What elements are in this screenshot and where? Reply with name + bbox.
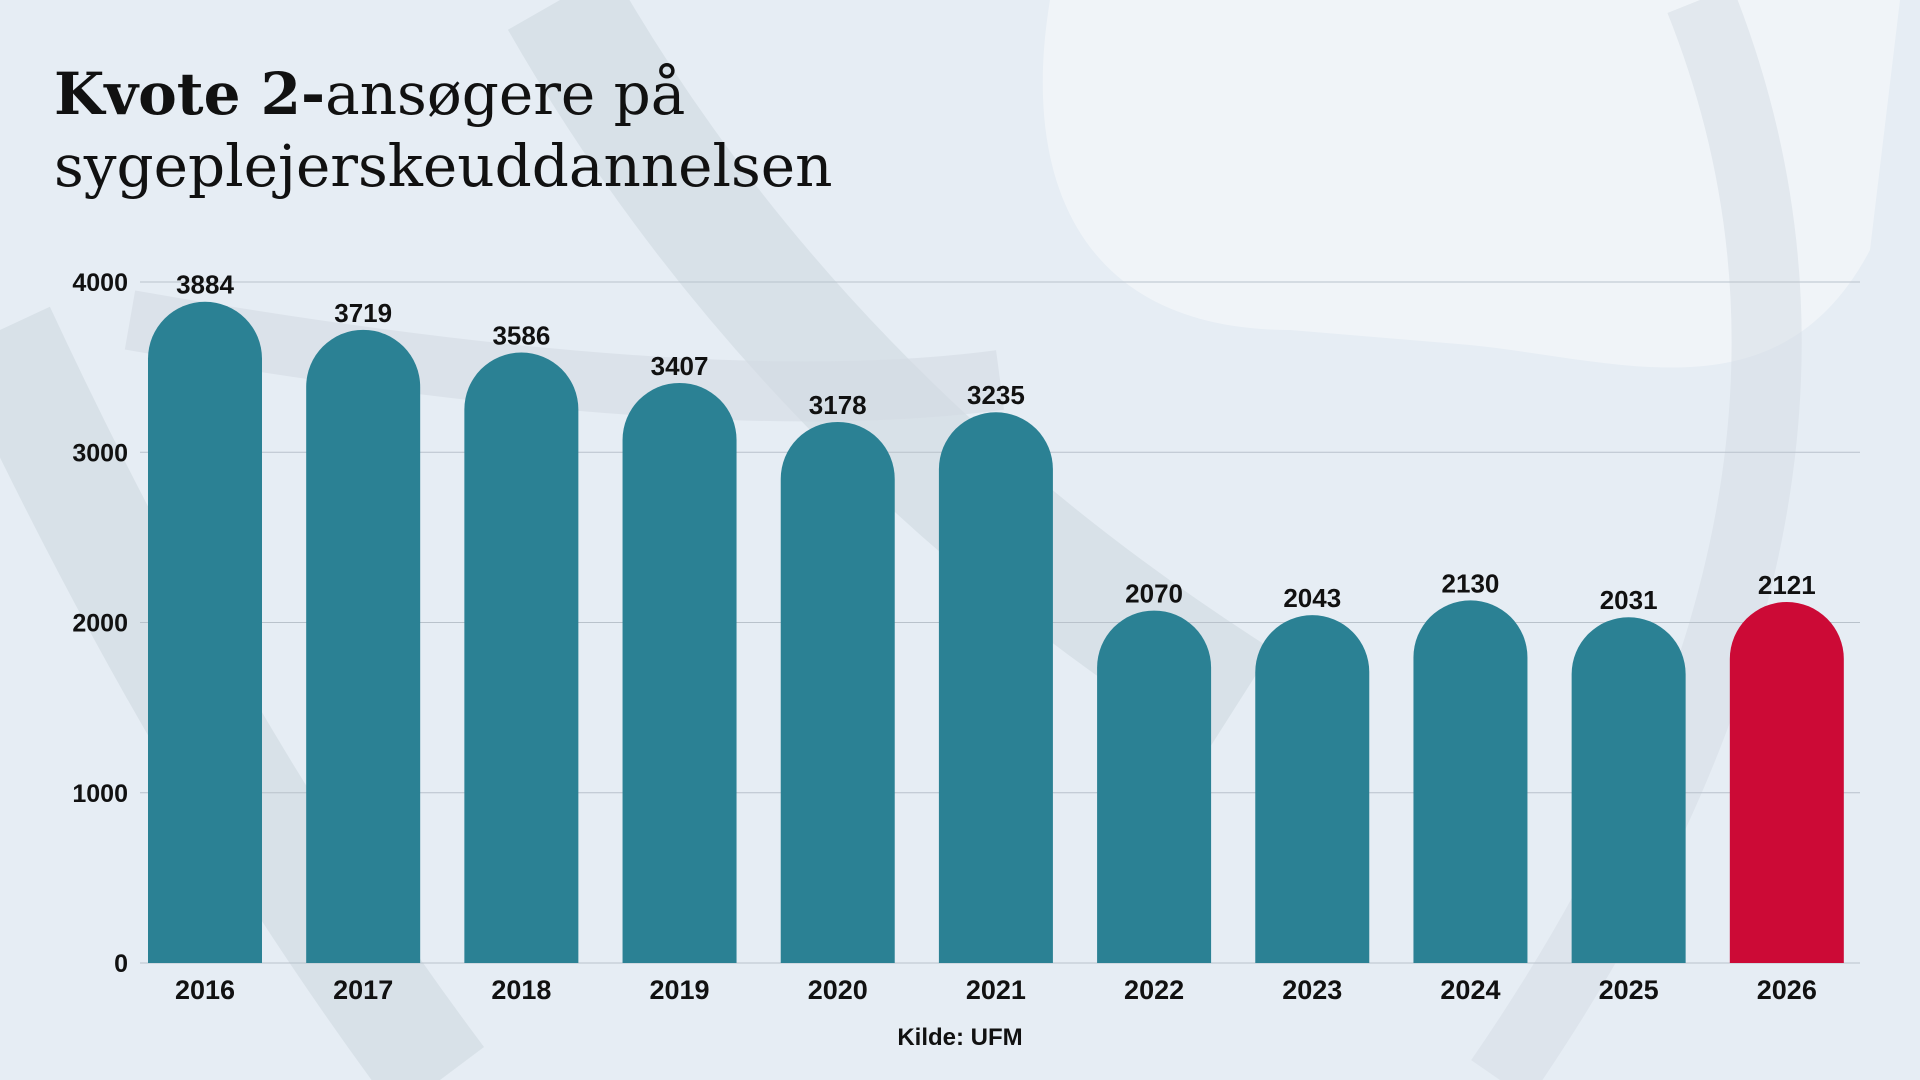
x-tick-label-2016: 2016 <box>175 975 235 1005</box>
bar-2024 <box>1413 600 1528 963</box>
data-label-2021: 3235 <box>967 380 1025 410</box>
x-tick-label-2017: 2017 <box>333 975 393 1005</box>
bar-2020 <box>780 421 895 963</box>
x-tick-label-2023: 2023 <box>1282 975 1342 1005</box>
y-tick-label-4000: 4000 <box>72 269 128 297</box>
bars: 3884 3719 3586 3407 3178 3235 2070 2043 2130 2031… <box>148 270 1844 964</box>
x-tick-label-2019: 2019 <box>650 975 710 1005</box>
y-tick-label-3000: 3000 <box>72 439 128 467</box>
y-tick-label-0: 0 <box>114 950 128 978</box>
data-label-2017: 3719 <box>334 298 392 328</box>
data-label-2020: 3178 <box>809 390 867 420</box>
bar-2018 <box>464 352 579 963</box>
data-label-2018: 3586 <box>492 320 550 350</box>
data-label-2022: 2070 <box>1125 579 1183 609</box>
x-tick-label-2018: 2018 <box>491 975 551 1005</box>
x-tick-label-2025: 2025 <box>1599 975 1659 1005</box>
data-label-2023: 2043 <box>1283 583 1341 613</box>
y-tick-label-1000: 1000 <box>72 780 128 808</box>
x-tick-label-2024: 2024 <box>1440 975 1500 1005</box>
y-axis: 0 1000 2000 3000 4000 <box>72 269 128 978</box>
data-label-2019: 3407 <box>651 351 709 381</box>
x-tick-label-2022: 2022 <box>1124 975 1184 1005</box>
x-tick-label-2021: 2021 <box>966 975 1026 1005</box>
title-bold-part: Kvote 2- <box>54 60 326 128</box>
bar-2019 <box>622 382 737 963</box>
title-rest-line1: ansøgere på <box>325 60 686 128</box>
data-label-2016: 3884 <box>176 270 234 300</box>
bar-2023 <box>1255 615 1370 963</box>
bar-2021 <box>938 412 1053 964</box>
bar-2016 <box>148 301 262 963</box>
bar-2017 <box>306 329 421 963</box>
title-line2: sygeplejerskeuddannelsen <box>54 132 833 200</box>
bar-2025 <box>1571 617 1686 963</box>
y-tick-label-2000: 2000 <box>72 610 128 638</box>
x-tick-label-2020: 2020 <box>808 975 868 1005</box>
data-label-2025: 2031 <box>1600 585 1658 615</box>
bar-2026 <box>1729 601 1844 963</box>
source-label: Kilde: UFM <box>897 1024 1023 1051</box>
x-tick-label-2026: 2026 <box>1757 975 1817 1005</box>
x-axis: 2016 2017 2018 2019 2020 2021 2022 2023 2024 2025… <box>175 975 1817 1005</box>
data-label-2024: 2130 <box>1442 568 1500 598</box>
chart-title: Kvote 2-ansøgere på sygeplejerskeuddanne… <box>54 58 832 202</box>
data-label-2026: 2121 <box>1758 570 1816 600</box>
bar-2022 <box>1097 610 1212 963</box>
